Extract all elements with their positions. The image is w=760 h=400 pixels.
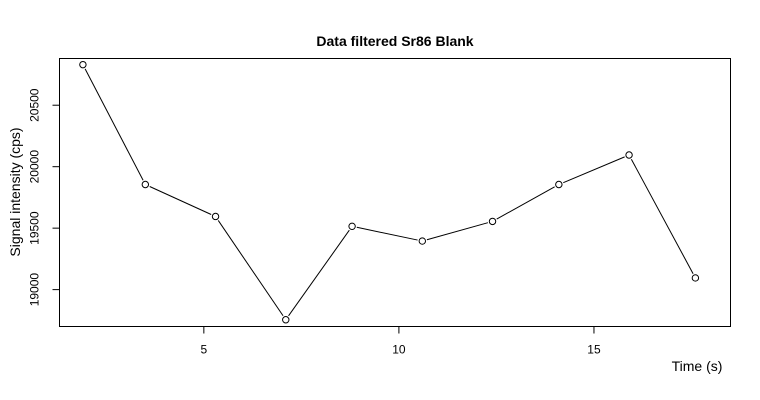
y-axis-label: Signal intensity (cps) <box>7 127 23 256</box>
series-line-segment <box>217 220 284 317</box>
series-line-segment <box>288 229 350 317</box>
x-axis-ticks: 5 10 15 <box>200 326 601 357</box>
series-line-segment <box>149 186 212 215</box>
data-point <box>141 180 150 189</box>
data-series <box>79 60 700 324</box>
data-point <box>348 222 356 231</box>
x-tick-label: 10 <box>392 343 406 357</box>
data-point <box>488 217 497 226</box>
y-tick-label: 19500 <box>28 211 42 245</box>
y-tick-label: 20500 <box>28 88 42 122</box>
x-axis-label: Time (s) <box>672 358 723 374</box>
data-point <box>418 237 427 245</box>
series-line-segment <box>84 68 144 181</box>
series-line-segment <box>426 222 489 241</box>
chart-title: Data filtered Sr86 Blank <box>316 33 473 49</box>
series-line-segment <box>630 158 694 274</box>
x-tick-label: 15 <box>587 343 601 357</box>
y-axis-ticks: 19000 19500 20000 20500 <box>28 88 60 306</box>
series-line-segment <box>496 186 555 220</box>
plot-frame <box>59 58 731 327</box>
data-point <box>691 274 700 282</box>
x-tick-label: 5 <box>200 343 207 357</box>
y-tick-label: 20000 <box>28 150 42 184</box>
data-point <box>625 151 633 159</box>
data-point <box>555 180 563 189</box>
data-point <box>79 60 87 69</box>
data-point <box>211 212 220 221</box>
y-tick-label: 19000 <box>28 273 42 307</box>
series-line-segment <box>563 156 625 184</box>
series-line-segment <box>356 226 418 241</box>
data-point <box>282 316 290 324</box>
